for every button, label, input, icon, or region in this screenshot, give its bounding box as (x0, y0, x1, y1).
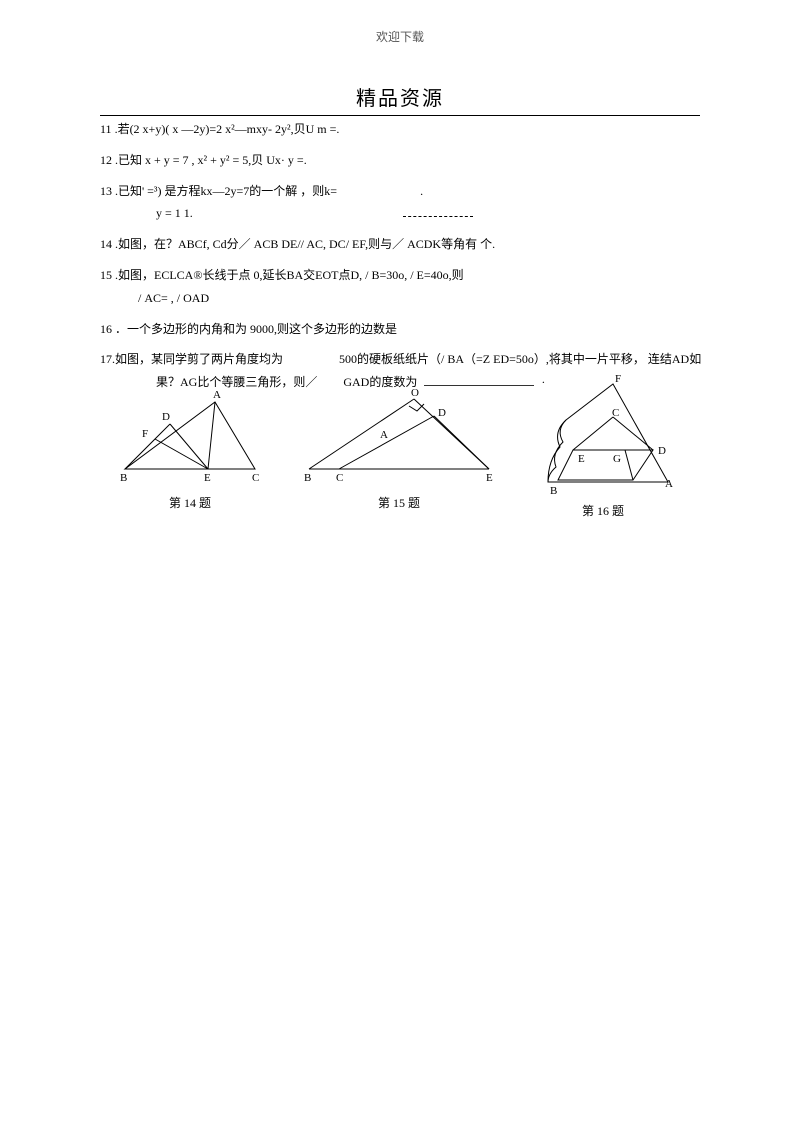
title-wrap: 精品资源 (100, 82, 700, 116)
f15-caption: 第 15 题 (294, 494, 504, 511)
content: 11 .若(2 x+y)( x —2y)=2 x²—mxy- 2y²,贝U m … (100, 118, 720, 402)
f16-F: F (615, 373, 621, 385)
f14-D: D (162, 411, 170, 423)
question-11: 11 .若(2 x+y)( x —2y)=2 x²—mxy- 2y²,贝U m … (100, 118, 720, 141)
f15-O: O (411, 387, 419, 399)
q12-num: 12 (100, 153, 112, 167)
q16-text: ．一个多边形的内角和为 9000,则这个多边形的边数是 (115, 322, 397, 336)
header-note: 欢迎下载 (0, 28, 800, 45)
q12-text: .已知 x + y = 7 , x² + y² = 5,贝 Ux· y =. (115, 153, 307, 167)
f15-C: C (336, 472, 343, 484)
question-16: 16 ．一个多边形的内角和为 9000,则这个多边形的边数是 (100, 318, 720, 341)
f14-caption: 第 14 题 (100, 494, 280, 511)
f16-A: A (665, 478, 673, 490)
q16-num: 16 (100, 322, 112, 336)
q15-num: 15 (100, 268, 112, 282)
figure-15-svg: O D A B C E (294, 384, 504, 494)
figure-14: A D F B E C 第 14 题 (100, 384, 280, 511)
q11-text: .若(2 x+y)( x —2y)=2 x²—mxy- 2y²,贝U m =. (115, 122, 340, 136)
f16-G: G (613, 453, 621, 465)
f15-E: E (486, 472, 493, 484)
f15-D: D (438, 407, 446, 419)
question-14: 14 .如图，在？ABCf, Cd分／ ACB DE// AC, DC/ EF,… (100, 233, 720, 256)
q17-l1b: 500的硬板纸纸片（/ BA（=Z ED=50o）,将其中一片平移， 连结AD如 (339, 352, 701, 366)
q13-num: 13 (100, 184, 112, 198)
f15-B: B (304, 472, 311, 484)
question-15: 15 .如图，ECLCA®长线于点 0,延长BA交EOT点D, / B=30o,… (100, 264, 720, 310)
q13-line2: y = 1 1. (100, 206, 193, 220)
q17-num: 17 (100, 352, 112, 366)
f16-caption: 第 16 题 (518, 502, 688, 519)
f14-B: B (120, 472, 127, 484)
f14-C: C (252, 472, 259, 484)
figure-16: F C D E G B A 第 16 题 (518, 372, 688, 519)
f16-D: D (658, 445, 666, 457)
figure-15: O D A B C E 第 15 题 (294, 384, 504, 511)
dash-blank (403, 216, 473, 217)
f14-F: F (142, 428, 148, 440)
figure-16-svg: F C D E G B A (518, 372, 688, 502)
page-title: 精品资源 (100, 82, 700, 111)
q17-l1a: .如图，某同学剪了两片角度均为 (112, 352, 283, 366)
f14-A: A (213, 389, 221, 401)
question-12: 12 .已知 x + y = 7 , x² + y² = 5,贝 Ux· y =… (100, 149, 720, 172)
question-13: 13 .已知' =³) 是方程kx—2y=7的一个解 ，则k= . y = 1 … (100, 180, 720, 226)
f15-A: A (380, 429, 388, 441)
f16-B: B (550, 485, 557, 497)
q14-num: 14 (100, 237, 112, 251)
q15-line1: .如图，ECLCA®长线于点 0,延长BA交EOT点D, / B=30o, / … (115, 268, 464, 282)
q14-text: .如图，在？ABCf, Cd分／ ACB DE// AC, DC/ EF,则与／… (115, 237, 495, 251)
figure-14-svg: A D F B E C (100, 384, 280, 494)
q13-line1: .已知' =³) 是方程kx—2y=7的一个解 ，则k= (115, 184, 337, 198)
f14-E: E (204, 472, 211, 484)
f16-C: C (612, 407, 619, 419)
header-note-text: 欢迎下载 (376, 30, 424, 44)
figures-row: A D F B E C 第 14 题 O D A (100, 384, 720, 531)
f16-E: E (578, 453, 585, 465)
q15-line2: / AC= , / OAD (100, 291, 209, 305)
q11-num: 11 (100, 122, 112, 136)
